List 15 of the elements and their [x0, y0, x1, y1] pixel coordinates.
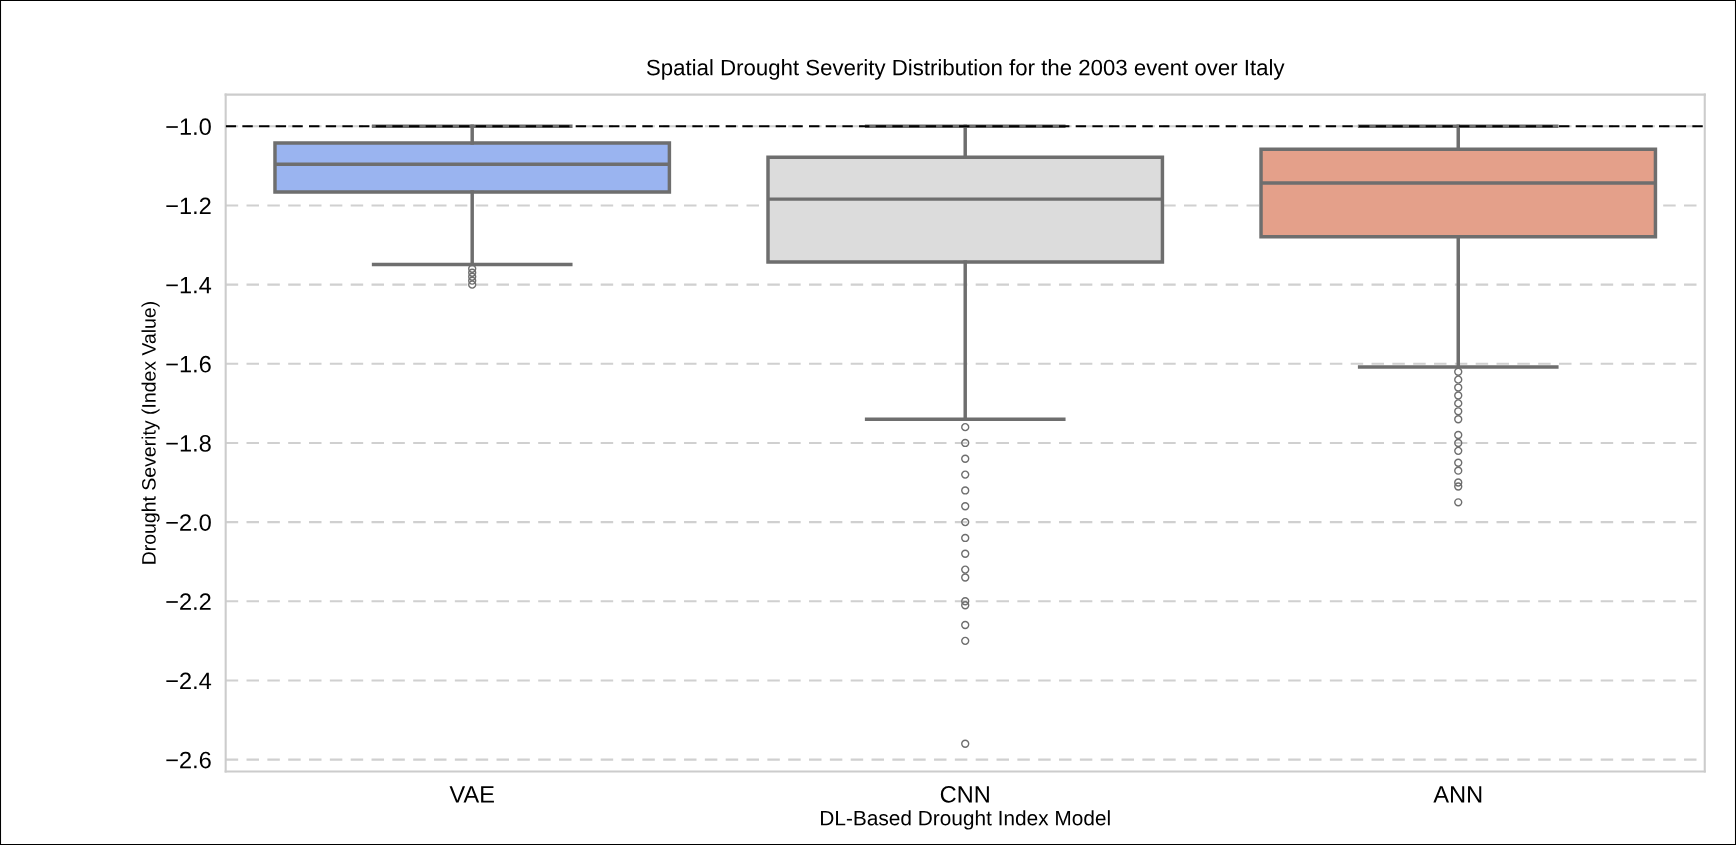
- y-tick-label: −1.8: [166, 435, 211, 452]
- y-tick-label: −2.6: [166, 751, 211, 769]
- y-tick-label: −2.2: [166, 593, 211, 610]
- x-tick-label: CNN: [940, 786, 989, 803]
- y-tick-label: −1.2: [166, 197, 211, 215]
- y-axis-title: Drought Severity (Index Value): [141, 302, 160, 564]
- y-tick-label: −1.6: [166, 355, 211, 373]
- y-tick-label: −2.0: [166, 514, 211, 531]
- x-axis-title: DL-Based Drought Index Model: [821, 810, 1110, 830]
- y-tick-label: −1.4: [166, 276, 212, 294]
- x-tick-label: ANN: [1433, 786, 1482, 803]
- y-tick-label: −1.0: [166, 118, 211, 136]
- chart-title: Spatial Drought Severity Distribution for the 2003 event over Italy: [646, 59, 1285, 80]
- y-tick-label: −2.4: [166, 672, 212, 689]
- x-tick-label: VAE: [449, 786, 494, 803]
